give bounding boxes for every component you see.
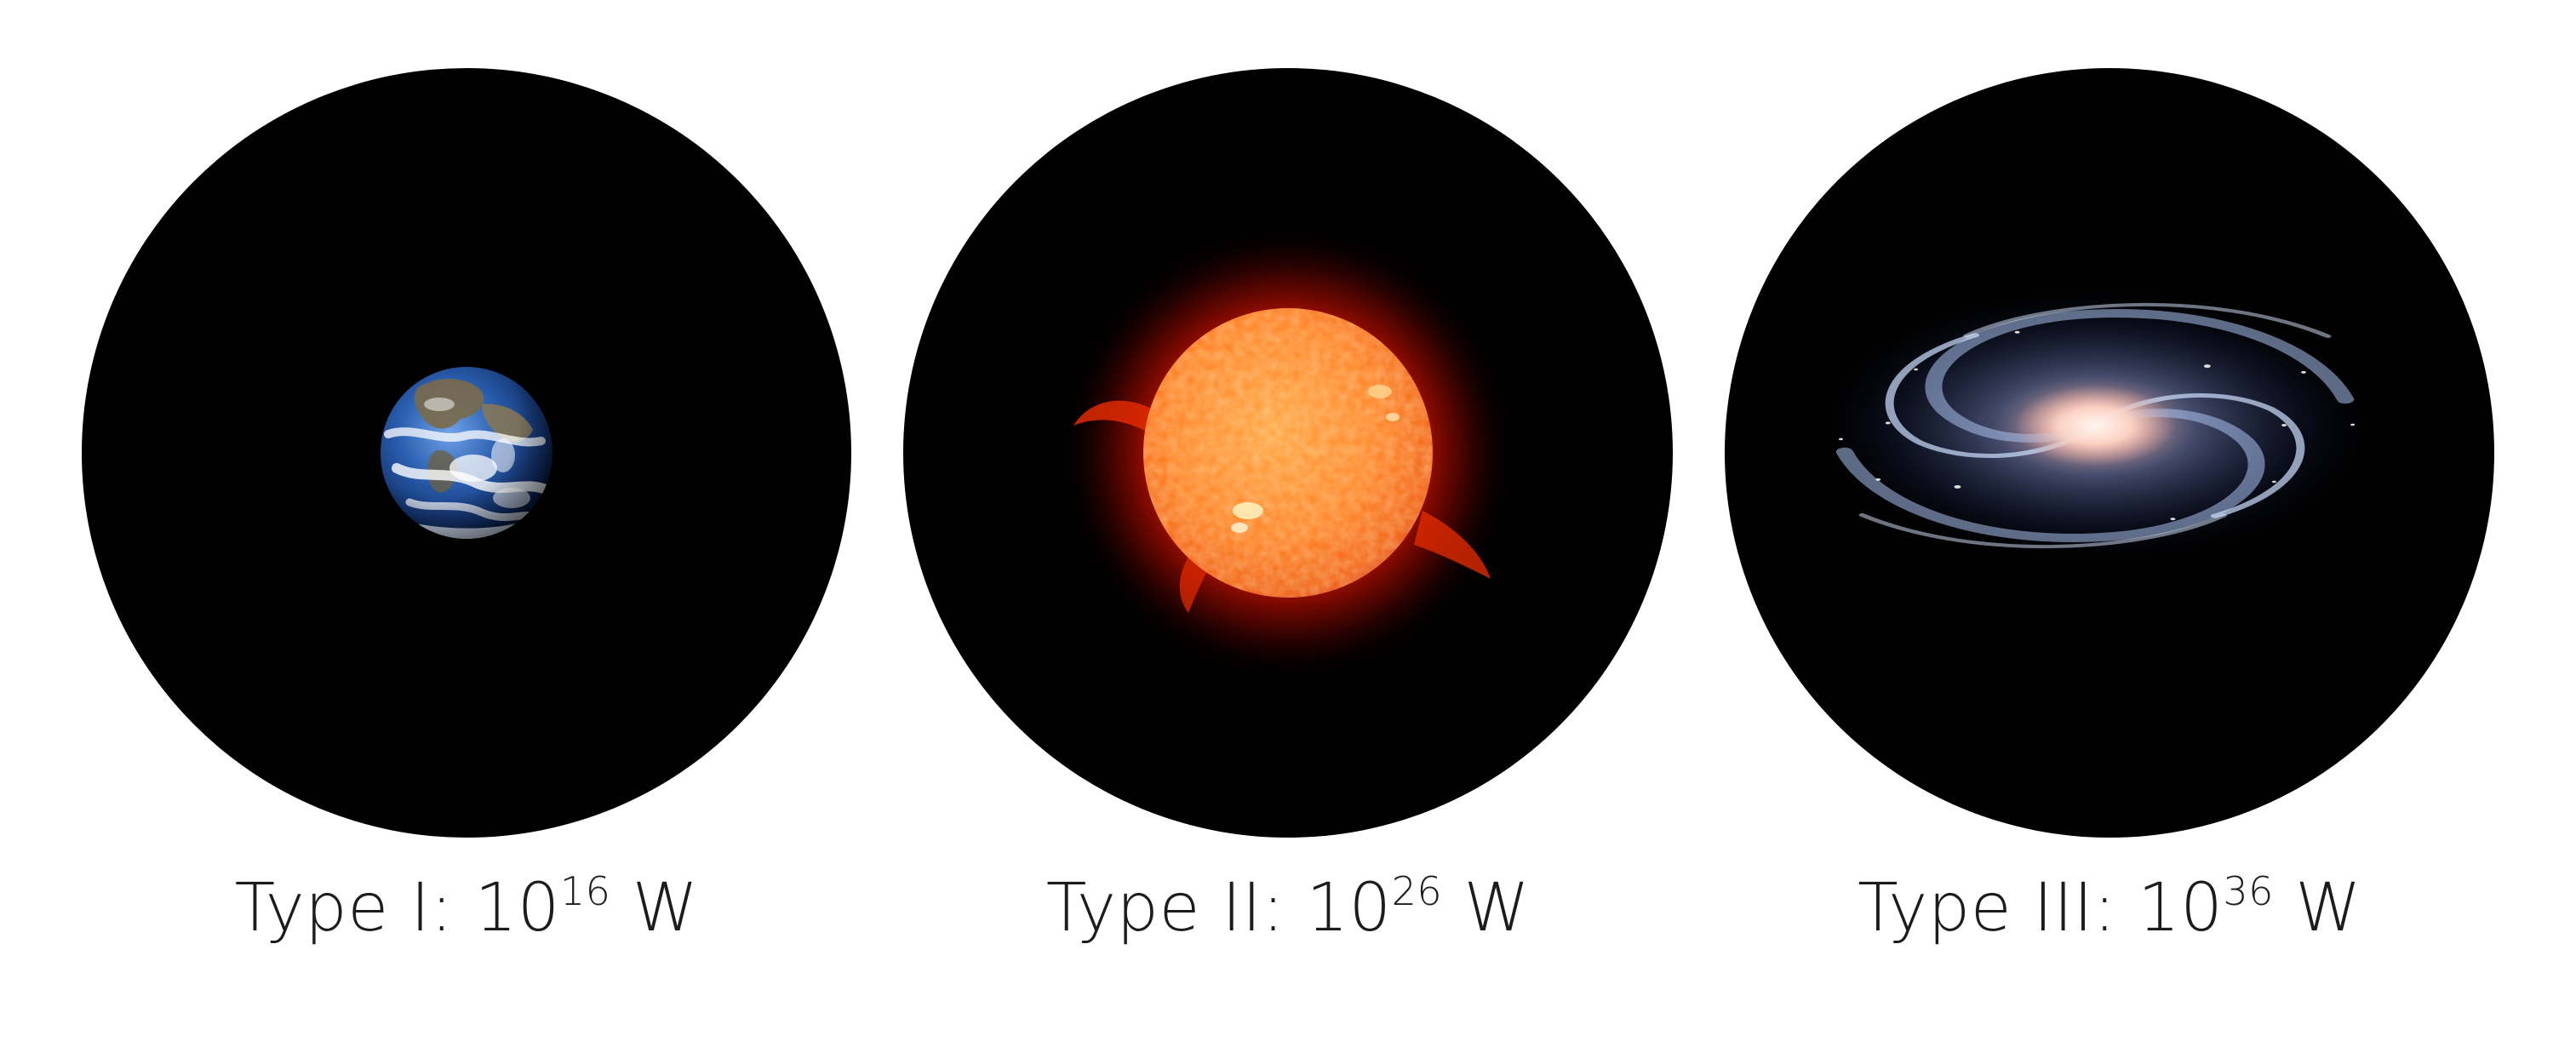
caption-exponent: 26 [1391,868,1443,914]
caption-unit: W [610,870,699,947]
earth-disc [82,68,851,838]
panel-type-3: Type III: 1036 W [1725,0,2494,1047]
caption-type-3: Type III: 1036 W [1725,872,2494,941]
sun-icon [1058,223,1518,683]
caption-prefix: Type II: 10 [1045,870,1392,947]
panel-type-1: Type I: 1016 W [82,0,851,1047]
sun-disc [903,68,1673,838]
caption-prefix: Type I: 10 [234,870,560,947]
caption-exponent: 36 [2223,868,2274,914]
caption-type-2: Type II: 1026 W [903,872,1673,941]
caption-prefix: Type III: 10 [1858,870,2224,947]
caption-type-1: Type I: 1016 W [82,872,851,941]
galaxy-icon [1806,281,2384,570]
caption-unit: W [2273,870,2361,947]
galaxy-disc [1725,68,2494,838]
earth-icon [381,367,552,539]
panel-type-2: Type II: 1026 W [903,0,1673,1047]
caption-unit: W [1442,870,1531,947]
caption-exponent: 16 [559,868,611,914]
